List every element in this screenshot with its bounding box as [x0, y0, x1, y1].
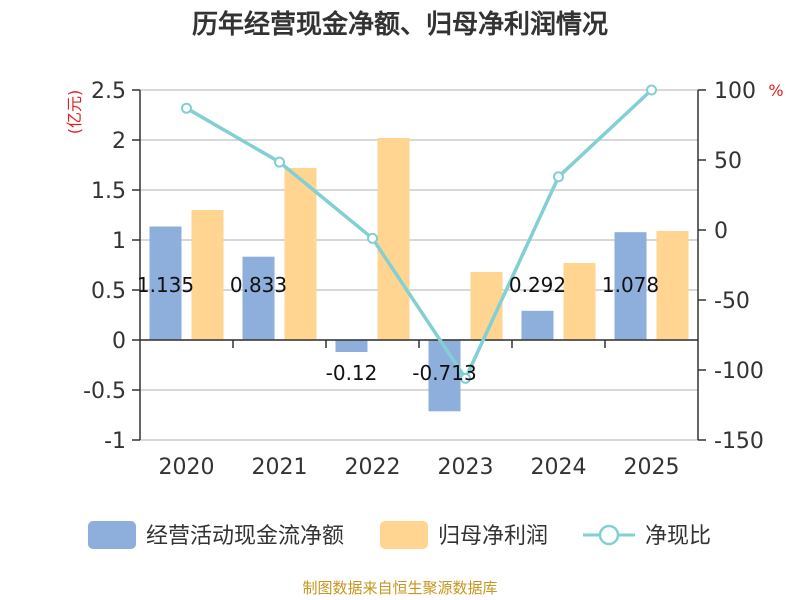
bar-2025: [614, 232, 647, 340]
line-point-2021: [274, 156, 285, 168]
bar-2023: [428, 340, 461, 412]
bar-2022: [377, 138, 410, 340]
bar-labels: 1.135 0.833 -0.12 -0.713 0.292 1.078: [137, 273, 659, 385]
line-series: [181, 84, 657, 384]
bar-2024: [521, 310, 554, 340]
bar-2025: [656, 231, 689, 340]
right-tick-label: -100: [714, 359, 764, 384]
legend: 经营活动现金流净额 归母净利润 净现比: [88, 521, 711, 549]
right-tick-label: -150: [714, 429, 764, 454]
bar-value-label: 1.135: [137, 273, 194, 297]
left-tick-label: -1: [104, 429, 126, 454]
chart-title: 历年经营现金净额、归母净利润情况: [192, 9, 608, 40]
bar-value-label: 0.292: [509, 273, 566, 297]
right-tick-label: 50: [714, 149, 742, 174]
legend-label: 归母净利润: [438, 524, 548, 549]
left-tick-label: 2.5: [91, 79, 126, 104]
line-point-2025: [646, 84, 657, 96]
legend-label: 经营活动现金流净额: [146, 524, 344, 549]
bar-2024: [563, 263, 596, 340]
x-tick-label: 2023: [438, 455, 494, 480]
line-point-2022: [367, 232, 378, 244]
x-tick-label: 2025: [624, 455, 680, 480]
bar-2022: [335, 340, 368, 352]
left-tick-label: 0: [112, 329, 126, 354]
bar-2020: [149, 226, 182, 340]
right-tick-label: 0: [714, 219, 728, 244]
line-ratio: [185, 88, 653, 382]
bars: [149, 138, 689, 412]
line-point-2023: [460, 372, 471, 384]
line-point-2020: [181, 102, 192, 114]
data-source: 制图数据来自恒生聚源数据库: [302, 579, 497, 597]
grid: [140, 89, 698, 441]
right-axis-unit: %: [768, 81, 783, 100]
left-tick-label: 0.5: [91, 279, 126, 304]
legend-swatch-marker: [598, 524, 620, 546]
line-point-2024: [553, 171, 564, 183]
left-tick-label: -0.5: [83, 379, 126, 404]
bar-2021: [284, 168, 317, 340]
x-tick-label: 2021: [252, 455, 308, 480]
right-tick-label: -50: [714, 289, 750, 314]
axes: [132, 89, 706, 441]
bar-2020: [191, 210, 224, 340]
x-tick-label: 2020: [159, 455, 215, 480]
bar-value-label: 0.833: [230, 273, 287, 297]
bar-value-label: -0.713: [412, 361, 476, 385]
right-tick-label: 100: [714, 79, 756, 104]
left-tick-label: 1.5: [91, 179, 126, 204]
legend-label: 净现比: [645, 524, 711, 549]
x-tick-label: 2024: [531, 455, 587, 480]
left-tick-label: 2: [112, 129, 126, 154]
legend-swatch: [380, 521, 428, 549]
bar-value-label: 1.078: [602, 273, 659, 297]
bar-2021: [242, 256, 275, 340]
x-tick-label: 2022: [345, 455, 401, 480]
bar-value-label: -0.12: [326, 361, 378, 385]
left-axis-unit: (亿元): [65, 90, 84, 135]
left-tick-label: 1: [112, 229, 126, 254]
tick-labels: 2.5 2 1.5 1 0.5 0 -0.5 -1 100 50 0 -50 -100 -150 2020 2…: [83, 79, 764, 480]
legend-swatch: [88, 521, 136, 549]
